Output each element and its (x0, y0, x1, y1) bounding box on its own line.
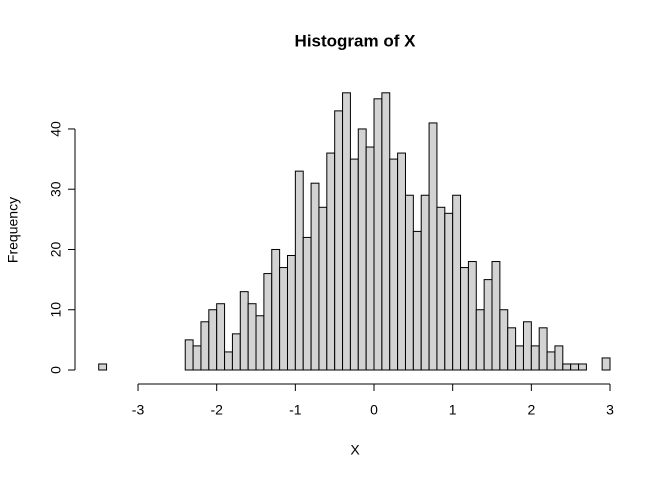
bar (546, 351, 556, 371)
bar (247, 303, 257, 371)
bar (255, 315, 265, 371)
bar (310, 182, 320, 371)
bar (231, 333, 241, 371)
x-tick-label: 3 (606, 402, 614, 418)
bar (286, 255, 296, 371)
bar (530, 345, 540, 371)
bar (184, 339, 194, 371)
bar (578, 363, 587, 371)
bar (365, 146, 375, 371)
bar (200, 321, 210, 371)
bar (373, 98, 383, 371)
bar (381, 92, 391, 371)
bar (554, 345, 564, 371)
bar (570, 363, 580, 371)
y-tick-label: 20 (48, 241, 64, 257)
bar (279, 267, 288, 371)
bar (397, 152, 406, 371)
x-tick-label: 1 (449, 402, 457, 418)
bar (483, 279, 493, 371)
bar (294, 170, 304, 371)
bar (239, 291, 249, 371)
bar (491, 261, 501, 371)
bar (538, 327, 548, 371)
bar (224, 351, 233, 371)
bar (342, 92, 351, 371)
bar (208, 309, 218, 371)
bar (515, 345, 524, 371)
bar (460, 267, 469, 371)
bar (389, 158, 399, 371)
bar (562, 363, 572, 371)
bar (444, 212, 454, 371)
bar (601, 357, 611, 371)
bar (334, 110, 344, 371)
bar (452, 194, 462, 371)
bar (216, 303, 226, 371)
bar (263, 273, 273, 371)
bar (326, 152, 336, 371)
bar (192, 345, 202, 371)
y-tick-label: 30 (48, 181, 64, 197)
bar (522, 321, 532, 371)
bar (318, 206, 328, 371)
y-tick-label: 40 (48, 121, 64, 137)
bar (349, 158, 359, 371)
bar (271, 248, 281, 371)
y-tick-label: 0 (48, 366, 64, 374)
bar (428, 122, 438, 371)
bar (467, 261, 477, 371)
bar (420, 194, 430, 371)
bar (499, 309, 509, 371)
bar (98, 363, 108, 371)
bar (404, 194, 414, 371)
bar (436, 206, 446, 371)
x-tick-label: -2 (210, 402, 223, 418)
x-tick-label: -3 (132, 402, 145, 418)
bar (507, 327, 517, 371)
x-tick-label: 2 (527, 402, 535, 418)
bar (412, 230, 422, 371)
bar (302, 236, 312, 371)
x-tick-label: 0 (370, 402, 378, 418)
chart-title: Histogram of X (295, 31, 417, 50)
bar (475, 309, 485, 371)
y-tick-label: 10 (48, 302, 64, 318)
x-tick-label: -1 (289, 402, 302, 418)
y-axis-label: Frequency (5, 197, 21, 263)
x-axis-label: X (350, 442, 360, 458)
bar (357, 128, 367, 371)
